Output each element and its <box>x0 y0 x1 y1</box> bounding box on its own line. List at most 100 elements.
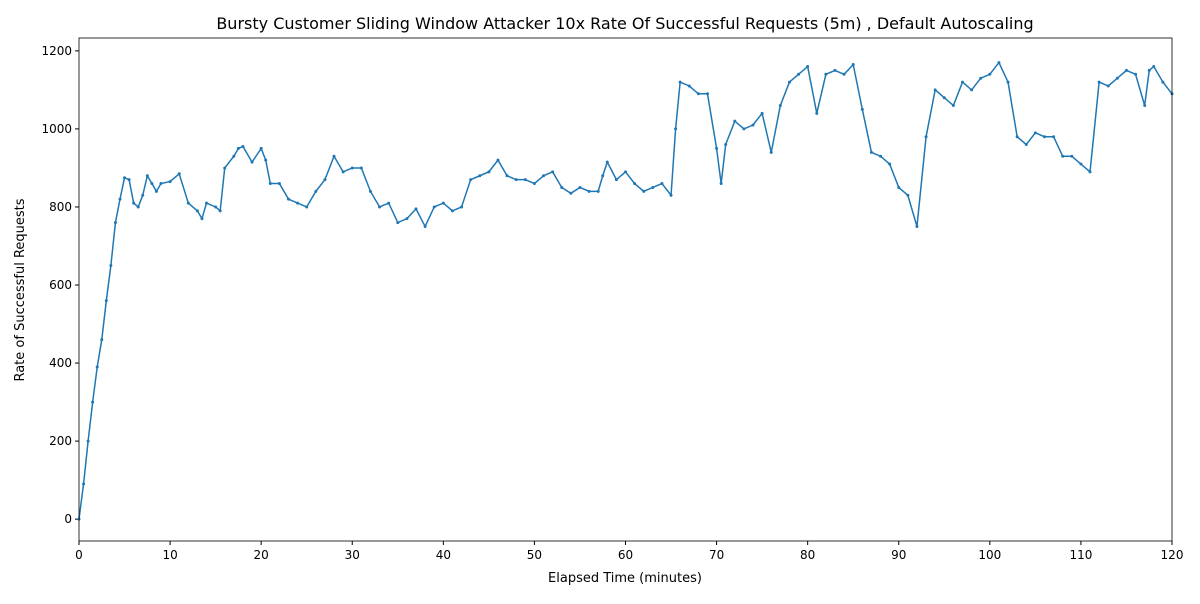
data-point <box>888 162 892 166</box>
data-point <box>359 166 363 170</box>
data-point <box>569 191 573 195</box>
data-point <box>742 127 746 131</box>
data-point <box>551 170 555 174</box>
x-tick-label: 110 <box>1069 548 1092 562</box>
data-point <box>724 143 728 147</box>
data-point <box>127 178 131 182</box>
data-point <box>368 189 372 193</box>
data-point <box>277 182 281 186</box>
data-point <box>268 182 272 186</box>
data-point <box>414 207 418 211</box>
data-point <box>970 88 974 92</box>
data-point <box>141 193 145 197</box>
data-point <box>264 158 268 162</box>
y-tick-label: 1000 <box>41 122 72 136</box>
data-point <box>168 180 172 184</box>
data-point <box>1143 104 1147 108</box>
x-tick-label: 60 <box>618 548 633 562</box>
data-point <box>113 221 117 225</box>
data-point <box>104 299 108 303</box>
data-point <box>1161 80 1165 84</box>
data-point <box>833 68 837 72</box>
x-tick-label: 30 <box>345 548 360 562</box>
data-point <box>997 61 1001 65</box>
data-point <box>223 166 227 170</box>
data-point <box>924 135 928 139</box>
x-tick-label: 20 <box>254 548 269 562</box>
data-point <box>1152 64 1156 68</box>
data-point <box>705 92 709 96</box>
x-tick-label: 90 <box>891 548 906 562</box>
data-point <box>587 189 591 193</box>
data-point <box>806 64 810 68</box>
plot-frame <box>78 37 1173 542</box>
data-point <box>186 201 190 205</box>
data-point <box>869 150 873 154</box>
data-point <box>988 72 992 76</box>
data-point <box>450 209 454 213</box>
data-point <box>259 146 263 150</box>
y-tick-label: 600 <box>49 278 72 292</box>
data-point <box>82 482 86 486</box>
data-point <box>1106 84 1110 88</box>
data-point <box>100 338 104 342</box>
data-point <box>751 123 755 127</box>
data-point <box>605 160 609 164</box>
x-tick-label: 50 <box>527 548 542 562</box>
data-point <box>1070 154 1074 158</box>
data-point <box>523 178 527 182</box>
data-point <box>91 400 95 404</box>
data-point <box>423 224 427 228</box>
data-point <box>651 185 655 189</box>
data-point <box>132 201 136 205</box>
data-point <box>769 150 773 154</box>
data-point <box>514 178 518 182</box>
data-point <box>441 201 445 205</box>
data-point <box>241 144 245 148</box>
data-point <box>1006 80 1010 84</box>
data-point <box>642 189 646 193</box>
data-point <box>961 80 965 84</box>
data-point <box>815 111 819 115</box>
data-point <box>532 182 536 186</box>
data-point <box>250 160 254 164</box>
data-point <box>232 154 236 158</box>
x-tick-label: 70 <box>709 548 724 562</box>
data-point <box>979 76 983 80</box>
data-point <box>195 209 199 213</box>
data-point <box>1033 131 1037 135</box>
data-point <box>1124 68 1128 72</box>
data-point <box>305 205 309 209</box>
data-point <box>560 185 564 189</box>
data-point <box>478 174 482 178</box>
data-point <box>696 92 700 96</box>
data-point <box>136 205 140 209</box>
data-point <box>824 72 828 76</box>
data-point <box>897 185 901 189</box>
data-point <box>341 170 345 174</box>
data-point <box>614 178 618 182</box>
data-point <box>95 365 99 369</box>
data-point <box>1079 162 1083 166</box>
data-point <box>860 107 864 111</box>
y-tick-label: 1200 <box>41 44 72 58</box>
data-point <box>1024 143 1028 147</box>
data-point <box>851 63 855 67</box>
data-point <box>123 176 127 180</box>
data-line <box>78 61 1173 520</box>
data-point <box>405 217 409 221</box>
y-tick-label: 200 <box>49 434 72 448</box>
data-point <box>460 205 464 209</box>
data-point <box>906 193 910 197</box>
y-tick-label: 0 <box>64 512 72 526</box>
data-point <box>200 217 204 221</box>
data-point <box>951 104 955 108</box>
data-point <box>842 72 846 76</box>
data-point <box>760 111 764 115</box>
data-point <box>496 158 500 162</box>
data-point <box>674 127 678 131</box>
data-point <box>296 201 300 205</box>
data-point <box>86 439 90 443</box>
data-point <box>624 170 627 174</box>
